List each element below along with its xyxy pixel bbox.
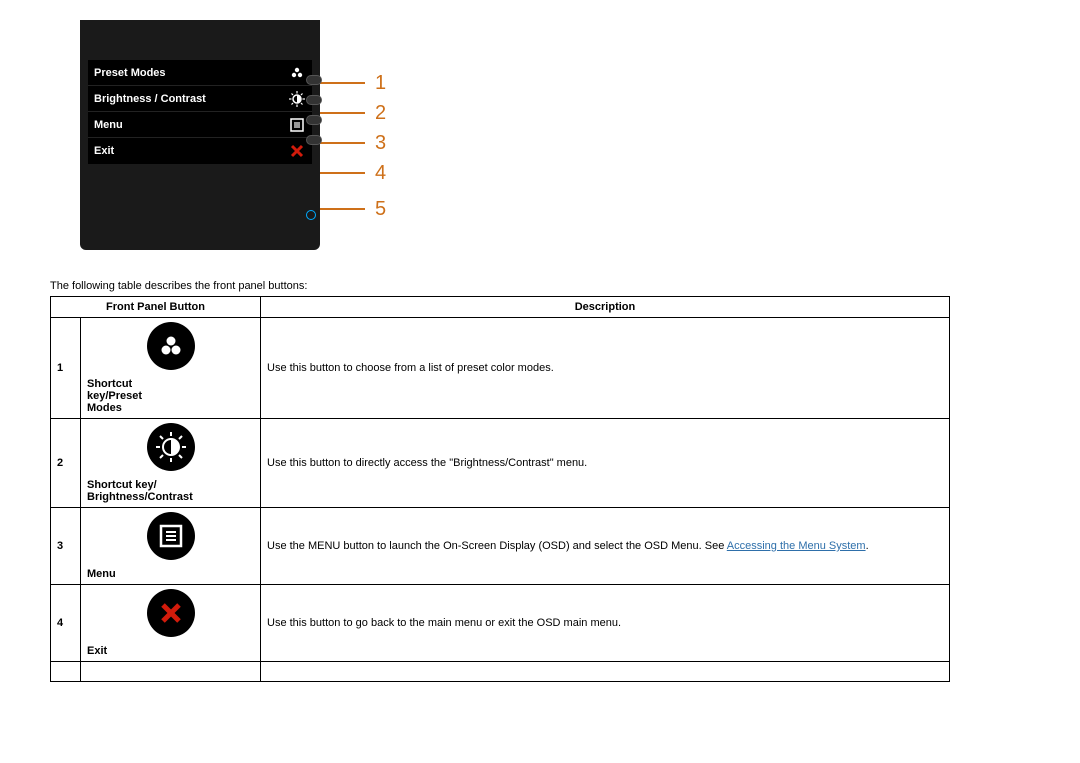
phys-btn-2 <box>306 95 322 105</box>
osd-row-preset: Preset Modes <box>88 60 312 86</box>
callout-labels: 1 2 3 4 5 <box>315 20 386 226</box>
preset-icon <box>147 322 195 370</box>
osd-label: Exit <box>94 145 114 157</box>
row-label: Shortcut key/Preset Modes <box>87 378 254 414</box>
row-description: Use this button to choose from a list of… <box>261 318 950 419</box>
table-row: 2 Shortcut key/ Brightness/Contrast Use … <box>51 419 950 508</box>
row-description: Use this button to go back to the main m… <box>261 585 950 662</box>
menu-system-link[interactable]: Accessing the Menu System <box>727 540 866 552</box>
osd-label: Preset Modes <box>94 67 166 79</box>
row-button-cell: Shortcut key/Preset Modes <box>81 318 261 419</box>
callout-num: 5 <box>375 198 386 221</box>
exit-icon <box>147 589 195 637</box>
row-button-cell: Menu <box>81 508 261 585</box>
table-header-description: Description <box>261 297 950 318</box>
table-row: 3 Menu Use the MENU button to launch the… <box>51 508 950 585</box>
row-num: 3 <box>51 508 81 585</box>
phys-btn-1 <box>306 75 322 85</box>
row-button-cell: Exit <box>81 585 261 662</box>
row-button-cell: Shortcut key/ Brightness/Contrast <box>81 419 261 508</box>
intro-text: The following table describes the front … <box>50 280 1030 292</box>
monitor-bezel: Preset Modes Brightness / Contrast Menu … <box>80 20 320 250</box>
exit-icon <box>288 142 306 160</box>
row-label: Shortcut key/ Brightness/Contrast <box>87 479 254 503</box>
osd-row-menu: Menu <box>88 112 312 138</box>
power-indicator <box>306 210 316 220</box>
osd-row-exit: Exit <box>88 138 312 164</box>
phys-btn-3 <box>306 115 322 125</box>
osd-label: Brightness / Contrast <box>94 93 206 105</box>
callout-num: 2 <box>375 102 386 125</box>
callout-num: 4 <box>375 162 386 185</box>
brightness-icon <box>288 90 306 108</box>
physical-buttons <box>306 75 322 145</box>
table-header-button: Front Panel Button <box>51 297 261 318</box>
table-row <box>51 662 950 682</box>
table-row: 4 Exit Use this button to go back to the… <box>51 585 950 662</box>
row-label: Exit <box>87 645 254 657</box>
preset-icon <box>288 64 306 82</box>
menu-icon <box>147 512 195 560</box>
front-panel-table: Front Panel Button Description 1 Shortcu… <box>50 296 950 682</box>
row-num: 1 <box>51 318 81 419</box>
row-description: Use the MENU button to launch the On-Scr… <box>261 508 950 585</box>
osd-label: Menu <box>94 119 123 131</box>
callout-num: 3 <box>375 132 386 155</box>
osd-panel: Preset Modes Brightness / Contrast Menu … <box>88 60 312 164</box>
brightness-icon <box>147 423 195 471</box>
osd-row-brightness: Brightness / Contrast <box>88 86 312 112</box>
monitor-diagram: Preset Modes Brightness / Contrast Menu … <box>50 20 1030 250</box>
callout-num: 1 <box>375 72 386 95</box>
menu-icon <box>288 116 306 134</box>
table-row: 1 Shortcut key/Preset Modes Use this but… <box>51 318 950 419</box>
phys-btn-4 <box>306 135 322 145</box>
row-num: 4 <box>51 585 81 662</box>
row-label: Menu <box>87 568 254 580</box>
row-num: 2 <box>51 419 81 508</box>
row-description: Use this button to directly access the "… <box>261 419 950 508</box>
